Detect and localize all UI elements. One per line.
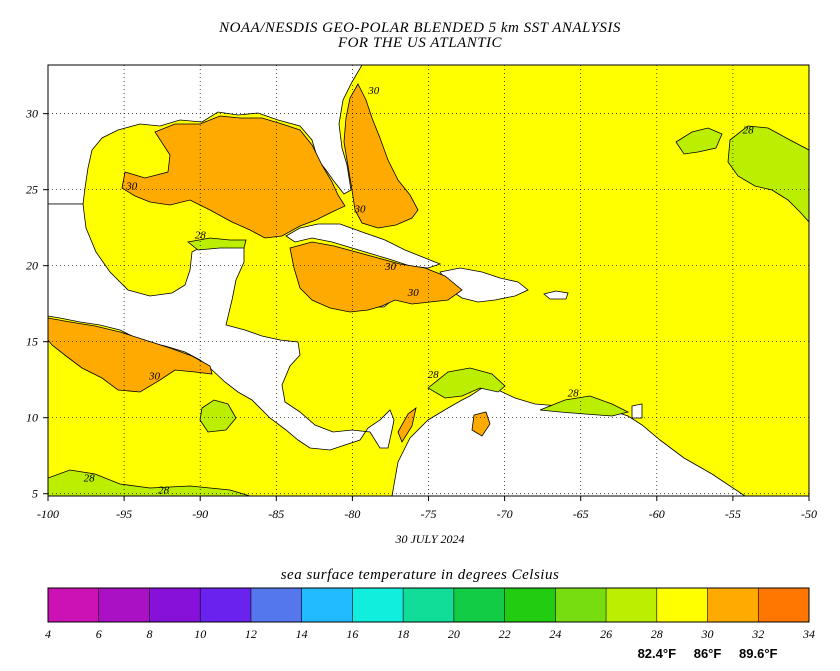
colorbar-tick-label: 10 — [194, 627, 206, 641]
colorbar-tick-label: 30 — [701, 627, 714, 641]
contour-label: 28 — [195, 229, 207, 241]
land-puerto-rico — [543, 290, 569, 300]
sst-cool-atlantic-patch — [675, 127, 723, 155]
y-tick-label: 10 — [26, 411, 38, 425]
x-tick-label: -65 — [573, 507, 589, 521]
colorbar-tick-label: 14 — [296, 627, 308, 641]
contour-label: 28 — [568, 387, 580, 399]
axes: -100 -95 -90 -85 -80 -75 -70 -65 -60 -55 -50 5 10 15 2… — [25, 107, 817, 521]
contour-label: 30 — [407, 287, 420, 299]
colorbar-tick-label: 28 — [651, 627, 663, 641]
colorbar-swatch — [555, 588, 607, 622]
colorbar-tick-label: 16 — [346, 627, 358, 641]
y-tick-label: 15 — [26, 335, 38, 349]
map-subtitle: FOR THE US ATLANTIC — [337, 35, 503, 51]
sst-warm-colombia-coast — [397, 407, 417, 443]
x-tick-label: -50 — [801, 507, 817, 521]
analysis-date: 30 JULY 2024 — [395, 532, 465, 546]
colorbar-swatch — [48, 588, 99, 622]
colorbar-swatch — [149, 588, 201, 622]
y-tick-label: 5 — [32, 487, 38, 501]
colorbar-swatch — [403, 588, 454, 622]
colorbar-tick-label: 34 — [802, 627, 815, 641]
colorbar-swatch — [98, 588, 150, 622]
colorbar-swatch — [200, 588, 251, 622]
x-tick-label: -80 — [344, 507, 360, 521]
colorbar-title: sea surface temperature in degrees Celsi… — [280, 567, 560, 583]
map-area — [48, 65, 809, 496]
y-tick-label: 30 — [25, 107, 38, 121]
sst-warm-caribbean-north — [289, 241, 463, 313]
colorbar-fahrenheit-label: 89.6°F — [739, 646, 778, 661]
colorbar-swatch — [301, 588, 353, 622]
x-tick-label: -75 — [421, 507, 437, 521]
colorbar-swatch — [504, 588, 556, 622]
sst-cool-atlantic-east — [727, 125, 809, 223]
colorbar-tick-label: 32 — [751, 627, 764, 641]
x-tick-label: -90 — [192, 507, 208, 521]
colorbar-swatch — [453, 588, 505, 622]
sst-cool-pacific-south — [48, 469, 251, 496]
colorbar-tick-label: 18 — [397, 627, 409, 641]
contour-label: 30 — [125, 181, 138, 193]
colorbar-tick-label: 12 — [245, 627, 257, 641]
x-tick-label: -60 — [649, 507, 665, 521]
sst-cool-venezuela-coast — [539, 395, 630, 417]
sst-cool-pacific-blob — [199, 399, 237, 433]
y-tick-label: 20 — [26, 259, 38, 273]
colorbar-swatch — [352, 588, 404, 622]
colorbar-swatch — [656, 588, 708, 622]
contour-label: 30 — [148, 371, 161, 383]
colorbar-swatch — [707, 588, 759, 622]
contour-label: 28 — [428, 369, 440, 381]
x-tick-label: -100 — [37, 507, 59, 521]
colorbar-tick-label: 22 — [499, 627, 511, 641]
colorbar-tick-label: 26 — [600, 627, 612, 641]
colorbar-tick-label: 8 — [146, 627, 152, 641]
lat-lon-grid — [47, 65, 810, 496]
sst-cool-campeche — [187, 237, 247, 251]
colorbar-tick-label: 24 — [549, 627, 561, 641]
colorbar-tick-label: 4 — [45, 627, 51, 641]
x-tick-label: -95 — [116, 507, 132, 521]
contour-label: 30 — [367, 85, 380, 97]
land-us — [48, 65, 363, 205]
map-title: NOAA/NESDIS GEO-POLAR BLENDED 5 km SST A… — [219, 20, 621, 36]
colorbar-fahrenheit-label: 82.4°F — [638, 646, 677, 661]
x-tick-label: -55 — [725, 507, 741, 521]
colorbar-swatch — [250, 588, 302, 622]
colorbar: 4 6 8 10 12 14 16 18 20 22 24 26 28 30 32 34 82.4°F 86°F 8… — [45, 587, 815, 661]
colorbar-swatch — [758, 588, 809, 622]
y-tick-label: 25 — [26, 183, 38, 197]
sst-cool-south-caribbean — [427, 367, 506, 399]
colorbar-tick-label: 6 — [96, 627, 102, 641]
contour-label: 28 — [158, 485, 170, 497]
x-tick-label: -70 — [497, 507, 513, 521]
x-tick-label: -85 — [268, 507, 284, 521]
sst-warm-gulf — [121, 115, 346, 239]
colorbar-tick-label: 20 — [448, 627, 460, 641]
colorbar-fahrenheit-label: 86°F — [694, 646, 722, 661]
contour-label: 28 — [84, 473, 96, 485]
contour-label: 30 — [384, 261, 397, 273]
land-cuba — [285, 223, 442, 269]
land-trinidad — [631, 403, 643, 419]
contour-label: 30 — [354, 203, 367, 215]
contour-labels: 30 30 30 30 30 30 28 28 28 28 28 28 — [84, 85, 755, 497]
contour-label: 28 — [743, 124, 755, 136]
sst-warm-atlantic-florida — [343, 83, 419, 229]
colorbar-swatch — [606, 588, 657, 622]
